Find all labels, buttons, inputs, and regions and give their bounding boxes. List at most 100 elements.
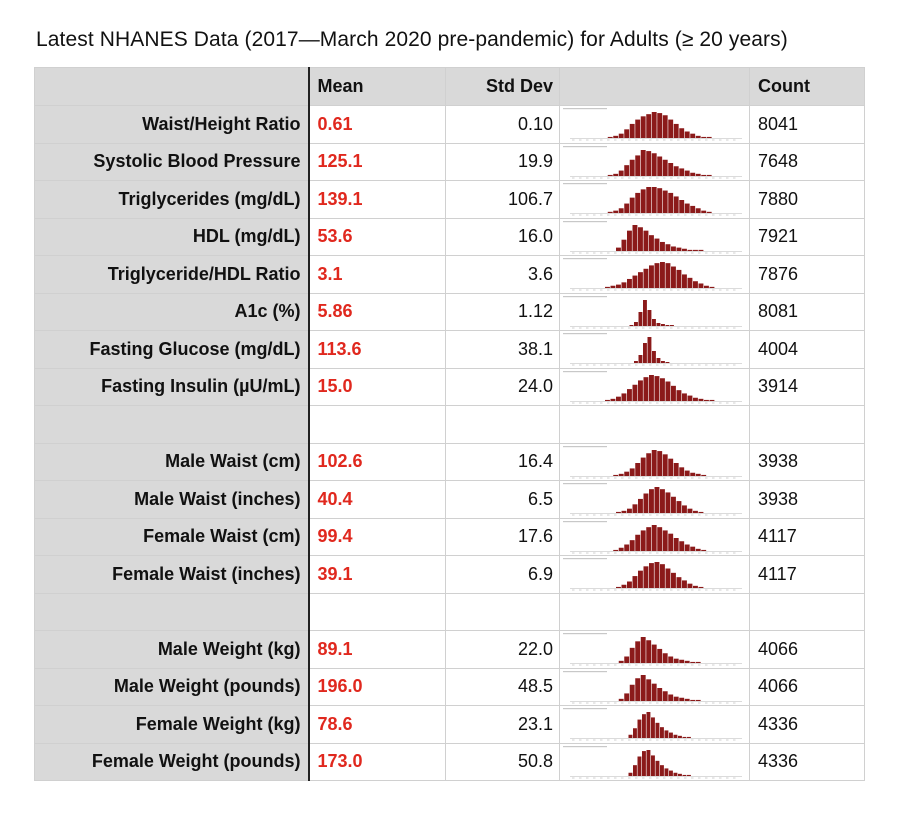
row-mean: 139.1 [308, 180, 446, 219]
histogram-tick [635, 739, 638, 741]
histogram-bar [651, 717, 655, 739]
histogram-bar [633, 764, 637, 776]
histogram-tick [684, 214, 687, 216]
histogram-tick [579, 252, 582, 254]
histogram-tick [635, 289, 638, 291]
histogram-tick [649, 702, 652, 704]
histogram-bar [605, 399, 610, 401]
histogram-tick [572, 702, 575, 704]
histogram-tick [642, 702, 645, 704]
histogram-bar [632, 576, 638, 589]
row-std-dev: 0.10 [445, 105, 560, 144]
histogram-bar [638, 311, 643, 326]
row-std-dev: 17.6 [445, 517, 560, 556]
histogram-bar [690, 472, 696, 476]
histogram-bar [670, 324, 674, 326]
histogram-tick [691, 739, 694, 741]
histogram-tick [705, 177, 708, 179]
histogram-thumbnail [563, 183, 742, 216]
row-count: 4004 [749, 330, 865, 369]
histogram-bar [693, 397, 698, 401]
histogram-tick [733, 739, 736, 741]
histogram-tick [628, 702, 631, 704]
histogram-tick [705, 702, 708, 704]
histogram-bar [656, 358, 661, 364]
histogram-bar [678, 736, 682, 739]
row-histogram [559, 442, 750, 481]
histogram-tick [642, 477, 645, 479]
histogram-tick [698, 702, 701, 704]
histogram-tick [572, 664, 575, 666]
histogram-tick [614, 589, 617, 591]
histogram-tick [614, 364, 617, 366]
histogram-bar [698, 398, 704, 401]
histogram-thumbnail [563, 108, 742, 141]
histogram-tick [698, 364, 701, 366]
histogram-tick [733, 477, 736, 479]
histogram-tick [712, 589, 715, 591]
histogram-bar [624, 471, 630, 476]
histogram-tick [621, 552, 624, 554]
row-count: 3914 [749, 367, 865, 406]
histogram-bar [643, 566, 649, 589]
histogram-bar [652, 318, 656, 326]
histogram-tick [593, 327, 596, 329]
header-label [34, 67, 310, 106]
histogram-tick [712, 214, 715, 216]
row-mean: 102.6 [308, 442, 446, 481]
histogram-tick [719, 252, 722, 254]
histogram-tick [621, 777, 624, 779]
histogram-tick [607, 589, 610, 591]
row-label: Male Weight (pounds) [34, 667, 310, 706]
histogram-tick [614, 702, 617, 704]
histogram-bar [682, 580, 687, 589]
histogram-bar [629, 539, 635, 551]
histogram-tick [670, 177, 673, 179]
histogram-bar [668, 193, 674, 214]
histogram-bar [618, 547, 624, 551]
histogram-bar [640, 149, 646, 176]
header-count: Count [749, 67, 865, 106]
histogram-tick [684, 702, 687, 704]
table-row: Triglyceride/HDL Ratio 3.1 3.6 7876 [34, 255, 865, 294]
histogram-tick [642, 177, 645, 179]
histogram-bar [655, 760, 660, 776]
histogram-tick [600, 589, 603, 591]
histogram-tick [593, 739, 596, 741]
row-count: 8041 [749, 105, 865, 144]
histogram-tick [684, 589, 687, 591]
histogram-tick [726, 402, 729, 404]
histogram-tick [656, 252, 659, 254]
histogram-tick [621, 589, 624, 591]
histogram-bar [613, 549, 619, 551]
histogram-tick [593, 364, 596, 366]
histogram-tick [600, 252, 603, 254]
histogram-tick [663, 289, 666, 291]
histogram-tick [572, 327, 575, 329]
histogram-tick [656, 589, 659, 591]
histogram-tick [733, 364, 736, 366]
histogram-tick [698, 514, 701, 516]
stats-table: Mean Std Dev Count Waist/Height Ratio 0.6… [34, 67, 865, 781]
histogram-bar [652, 351, 656, 364]
histogram-tick [656, 552, 659, 554]
histogram-tick [579, 589, 582, 591]
table-row: Female Waist (cm) 99.4 17.6 4117 [34, 517, 865, 556]
histogram-tick [628, 552, 631, 554]
table-row: Waist/Height Ratio 0.61 0.10 8041 [34, 105, 865, 144]
histogram-bar [706, 137, 712, 139]
row-histogram [559, 142, 750, 181]
histogram-bar [701, 549, 707, 551]
histogram-bar [638, 499, 643, 514]
histogram-bar [646, 526, 652, 551]
histogram-tick [649, 739, 652, 741]
histogram-tick [691, 702, 694, 704]
histogram-bar [673, 124, 679, 139]
histogram-tick [726, 177, 729, 179]
histogram-tick [719, 477, 722, 479]
histogram-bar [646, 453, 652, 476]
row-label: Male Waist (inches) [34, 480, 310, 519]
histogram-tick [635, 589, 638, 591]
histogram-tick [691, 364, 694, 366]
histogram-bar [638, 355, 643, 364]
